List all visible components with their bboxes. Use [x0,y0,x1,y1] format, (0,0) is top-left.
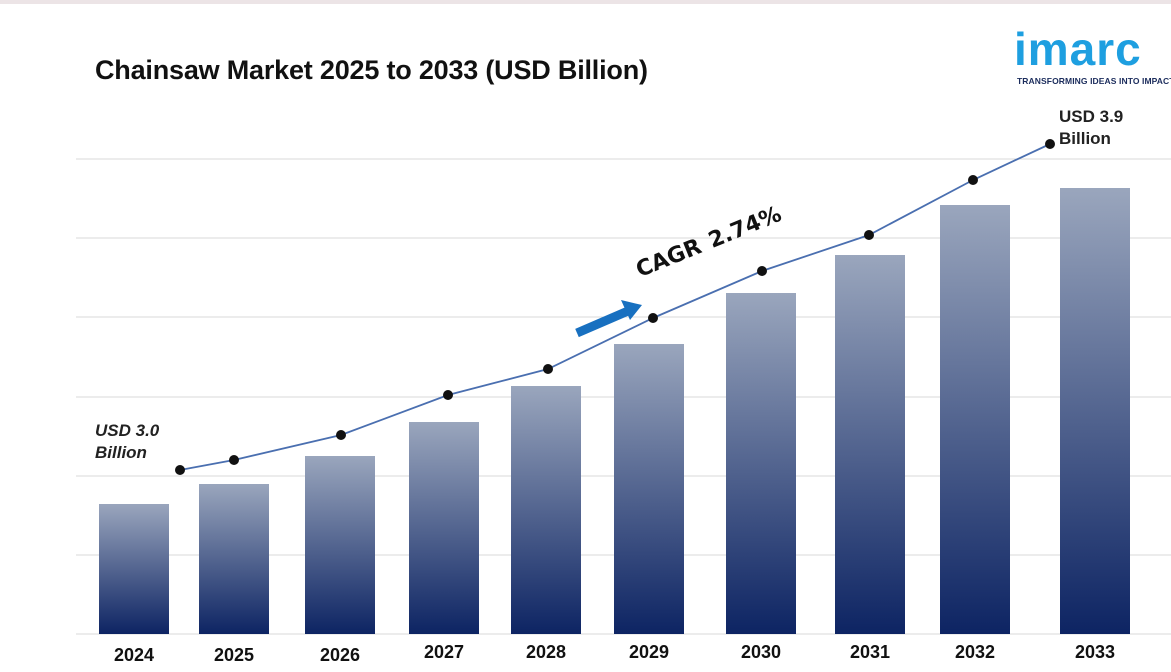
trend-line-group [175,139,1055,475]
logo-wordmark: imarc [1014,23,1142,75]
bar-2032 [940,205,1010,634]
trend-marker-2027 [443,390,453,400]
bar-2024 [99,504,169,634]
x-tick-label-2028: 2028 [526,642,566,662]
x-tick-label-2026: 2026 [320,645,360,665]
x-tick-label-2033: 2033 [1075,642,1115,662]
logo-tagline: TRANSFORMING IDEAS INTO IMPACT [1017,76,1171,86]
x-tick-label-2029: 2029 [629,642,669,662]
x-tick-label-2027: 2027 [424,642,464,662]
trend-marker-2024 [175,465,185,475]
trend-marker-2033 [1045,139,1055,149]
x-tick-label-2030: 2030 [741,642,781,662]
end-value-annotation: USD 3.9 Billion [1059,107,1124,148]
bar-2025 [199,484,269,634]
trend-line [179,143,1051,471]
x-tick-label-2025: 2025 [214,645,254,665]
x-tick-label-2032: 2032 [955,642,995,662]
x-axis-labels: 2024 2025 2026 2027 2028 2029 2030 2031 2032 2033 [114,642,1115,665]
x-tick-label-2031: 2031 [850,642,890,662]
start-value-annotation: USD 3.0 Billion [95,421,160,462]
imarc-logo: imarc TRANSFORMING IDEAS INTO IMPACT [1014,23,1171,90]
bar-2029 [614,344,684,634]
top-rule [0,0,1171,4]
trend-marker-2028 [543,364,553,374]
bar-2031 [835,255,905,634]
cagr-arrow-head [621,300,642,320]
bar-2027 [409,422,479,634]
chart-title: Chainsaw Market 2025 to 2033 (USD Billio… [95,55,648,85]
bars [99,188,1130,634]
trend-marker-2025 [229,455,239,465]
trend-marker-2026 [336,430,346,440]
trend-marker-2029 [648,313,658,323]
cagr-arrow-shaft [575,306,630,338]
bar-2026 [305,456,375,634]
bar-2033 [1060,188,1130,634]
trend-marker-2032 [968,175,978,185]
trend-marker-2030 [757,266,767,276]
bar-2028 [511,386,581,634]
x-tick-label-2024: 2024 [114,645,154,665]
trend-marker-2031 [864,230,874,240]
bar-2030 [726,293,796,634]
cagr-arrow [575,300,642,338]
